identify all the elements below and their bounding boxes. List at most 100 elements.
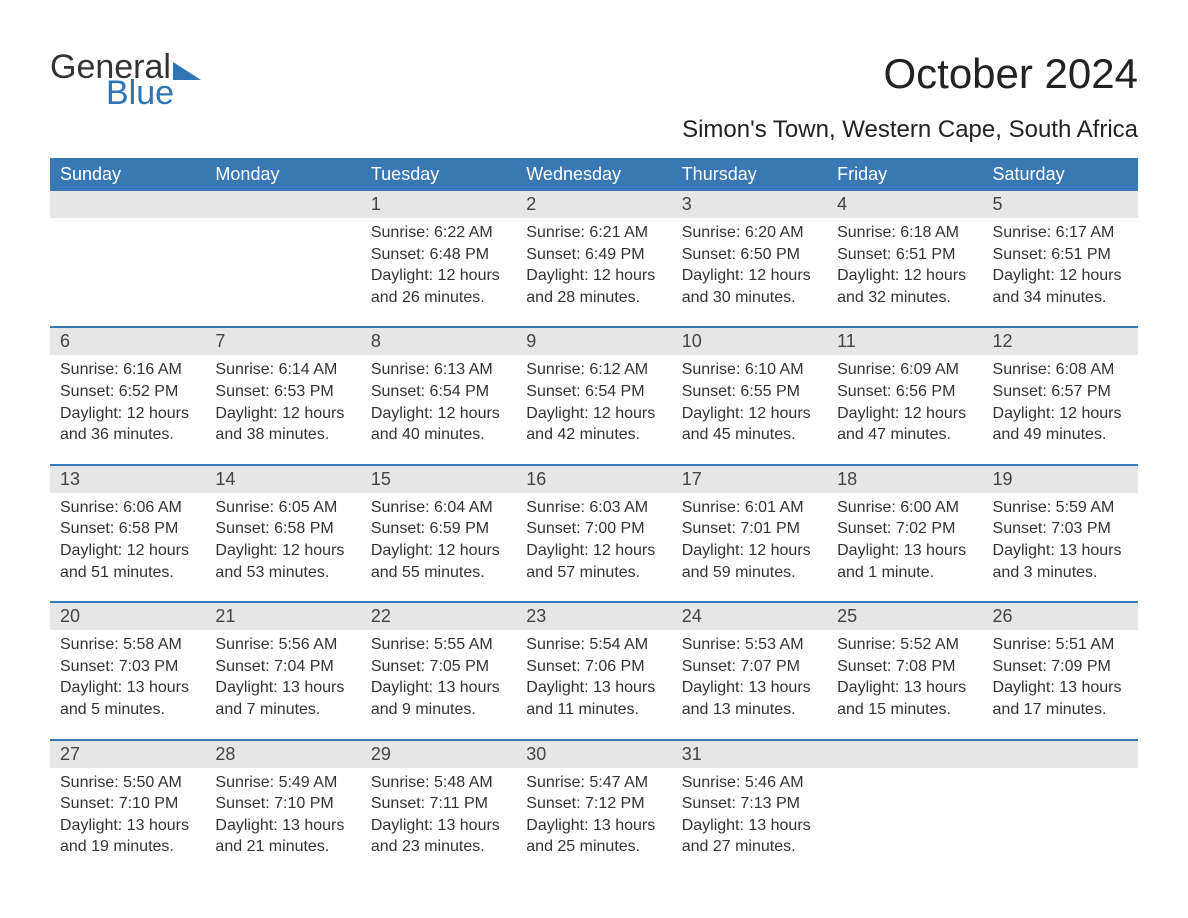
logo: General Blue	[50, 50, 201, 110]
day-number: 21	[205, 603, 360, 630]
day-number-empty	[983, 741, 1138, 768]
calendar-cell: 5Sunrise: 6:17 AMSunset: 6:51 PMDaylight…	[983, 191, 1138, 327]
daylight-text-line2: and 30 minutes.	[682, 287, 817, 309]
calendar-body: 1Sunrise: 6:22 AMSunset: 6:48 PMDaylight…	[50, 191, 1138, 876]
day-number: 12	[983, 328, 1138, 355]
day-content: Sunrise: 5:53 AMSunset: 7:07 PMDaylight:…	[672, 630, 827, 738]
daylight-text-line1: Daylight: 13 hours	[837, 540, 972, 562]
weekday-header: Friday	[827, 158, 982, 191]
calendar-cell	[983, 740, 1138, 876]
calendar-cell: 30Sunrise: 5:47 AMSunset: 7:12 PMDayligh…	[516, 740, 671, 876]
day-number: 25	[827, 603, 982, 630]
daylight-text-line1: Daylight: 13 hours	[371, 677, 506, 699]
day-content: Sunrise: 6:13 AMSunset: 6:54 PMDaylight:…	[361, 355, 516, 463]
calendar-cell: 15Sunrise: 6:04 AMSunset: 6:59 PMDayligh…	[361, 465, 516, 602]
sunrise-text: Sunrise: 6:21 AM	[526, 222, 661, 244]
day-number: 9	[516, 328, 671, 355]
daylight-text-line2: and 51 minutes.	[60, 562, 195, 584]
day-content: Sunrise: 6:10 AMSunset: 6:55 PMDaylight:…	[672, 355, 827, 463]
sunset-text: Sunset: 6:58 PM	[60, 518, 195, 540]
daylight-text-line2: and 23 minutes.	[371, 836, 506, 858]
sunrise-text: Sunrise: 6:12 AM	[526, 359, 661, 381]
daylight-text-line1: Daylight: 12 hours	[371, 403, 506, 425]
daylight-text-line2: and 15 minutes.	[837, 699, 972, 721]
day-number: 8	[361, 328, 516, 355]
sunset-text: Sunset: 7:01 PM	[682, 518, 817, 540]
day-number: 26	[983, 603, 1138, 630]
sunset-text: Sunset: 7:02 PM	[837, 518, 972, 540]
weekday-header: Tuesday	[361, 158, 516, 191]
sunset-text: Sunset: 7:05 PM	[371, 656, 506, 678]
calendar-cell: 28Sunrise: 5:49 AMSunset: 7:10 PMDayligh…	[205, 740, 360, 876]
day-content: Sunrise: 6:22 AMSunset: 6:48 PMDaylight:…	[361, 218, 516, 326]
sunrise-text: Sunrise: 6:08 AM	[993, 359, 1128, 381]
daylight-text-line2: and 13 minutes.	[682, 699, 817, 721]
daylight-text-line1: Daylight: 12 hours	[837, 265, 972, 287]
daylight-text-line2: and 55 minutes.	[371, 562, 506, 584]
sunset-text: Sunset: 6:51 PM	[837, 244, 972, 266]
sunset-text: Sunset: 6:48 PM	[371, 244, 506, 266]
title-block: October 2024 Simon's Town, Western Cape,…	[682, 50, 1138, 144]
daylight-text-line2: and 17 minutes.	[993, 699, 1128, 721]
day-number: 16	[516, 466, 671, 493]
daylight-text-line1: Daylight: 12 hours	[682, 403, 817, 425]
day-number-empty	[827, 741, 982, 768]
daylight-text-line2: and 42 minutes.	[526, 424, 661, 446]
day-content: Sunrise: 5:47 AMSunset: 7:12 PMDaylight:…	[516, 768, 671, 876]
daylight-text-line2: and 45 minutes.	[682, 424, 817, 446]
daylight-text-line1: Daylight: 12 hours	[682, 265, 817, 287]
day-number: 18	[827, 466, 982, 493]
daylight-text-line1: Daylight: 13 hours	[215, 677, 350, 699]
daylight-text-line1: Daylight: 12 hours	[526, 540, 661, 562]
day-number: 5	[983, 191, 1138, 218]
sunset-text: Sunset: 6:52 PM	[60, 381, 195, 403]
sunrise-text: Sunrise: 6:16 AM	[60, 359, 195, 381]
day-content: Sunrise: 6:08 AMSunset: 6:57 PMDaylight:…	[983, 355, 1138, 463]
day-number: 28	[205, 741, 360, 768]
sunset-text: Sunset: 6:58 PM	[215, 518, 350, 540]
sunset-text: Sunset: 7:03 PM	[993, 518, 1128, 540]
daylight-text-line2: and 32 minutes.	[837, 287, 972, 309]
sunset-text: Sunset: 6:51 PM	[993, 244, 1128, 266]
day-content: Sunrise: 5:59 AMSunset: 7:03 PMDaylight:…	[983, 493, 1138, 601]
sunrise-text: Sunrise: 5:50 AM	[60, 772, 195, 794]
sunset-text: Sunset: 7:11 PM	[371, 793, 506, 815]
calendar-cell: 31Sunrise: 5:46 AMSunset: 7:13 PMDayligh…	[672, 740, 827, 876]
sunset-text: Sunset: 7:10 PM	[215, 793, 350, 815]
sunset-text: Sunset: 6:55 PM	[682, 381, 817, 403]
sunset-text: Sunset: 7:00 PM	[526, 518, 661, 540]
day-number-empty	[50, 191, 205, 218]
sunrise-text: Sunrise: 6:17 AM	[993, 222, 1128, 244]
sunset-text: Sunset: 7:06 PM	[526, 656, 661, 678]
sunset-text: Sunset: 7:10 PM	[60, 793, 195, 815]
calendar-cell: 9Sunrise: 6:12 AMSunset: 6:54 PMDaylight…	[516, 327, 671, 464]
calendar-cell: 17Sunrise: 6:01 AMSunset: 7:01 PMDayligh…	[672, 465, 827, 602]
daylight-text-line2: and 11 minutes.	[526, 699, 661, 721]
weekday-header: Thursday	[672, 158, 827, 191]
daylight-text-line2: and 57 minutes.	[526, 562, 661, 584]
day-number: 27	[50, 741, 205, 768]
daylight-text-line1: Daylight: 12 hours	[682, 540, 817, 562]
calendar-cell: 4Sunrise: 6:18 AMSunset: 6:51 PMDaylight…	[827, 191, 982, 327]
weekday-header: Saturday	[983, 158, 1138, 191]
sunrise-text: Sunrise: 6:13 AM	[371, 359, 506, 381]
day-number: 15	[361, 466, 516, 493]
day-content: Sunrise: 5:50 AMSunset: 7:10 PMDaylight:…	[50, 768, 205, 876]
calendar-cell: 26Sunrise: 5:51 AMSunset: 7:09 PMDayligh…	[983, 602, 1138, 739]
calendar-cell: 6Sunrise: 6:16 AMSunset: 6:52 PMDaylight…	[50, 327, 205, 464]
weekday-header: Monday	[205, 158, 360, 191]
calendar-cell: 27Sunrise: 5:50 AMSunset: 7:10 PMDayligh…	[50, 740, 205, 876]
daylight-text-line2: and 40 minutes.	[371, 424, 506, 446]
calendar-table: Sunday Monday Tuesday Wednesday Thursday…	[50, 158, 1138, 876]
sunset-text: Sunset: 7:03 PM	[60, 656, 195, 678]
location-subtitle: Simon's Town, Western Cape, South Africa	[682, 116, 1138, 144]
daylight-text-line2: and 34 minutes.	[993, 287, 1128, 309]
day-number: 2	[516, 191, 671, 218]
sunrise-text: Sunrise: 6:06 AM	[60, 497, 195, 519]
calendar-cell: 14Sunrise: 6:05 AMSunset: 6:58 PMDayligh…	[205, 465, 360, 602]
sunrise-text: Sunrise: 6:05 AM	[215, 497, 350, 519]
calendar-cell: 3Sunrise: 6:20 AMSunset: 6:50 PMDaylight…	[672, 191, 827, 327]
daylight-text-line1: Daylight: 13 hours	[371, 815, 506, 837]
day-number: 31	[672, 741, 827, 768]
day-number: 10	[672, 328, 827, 355]
